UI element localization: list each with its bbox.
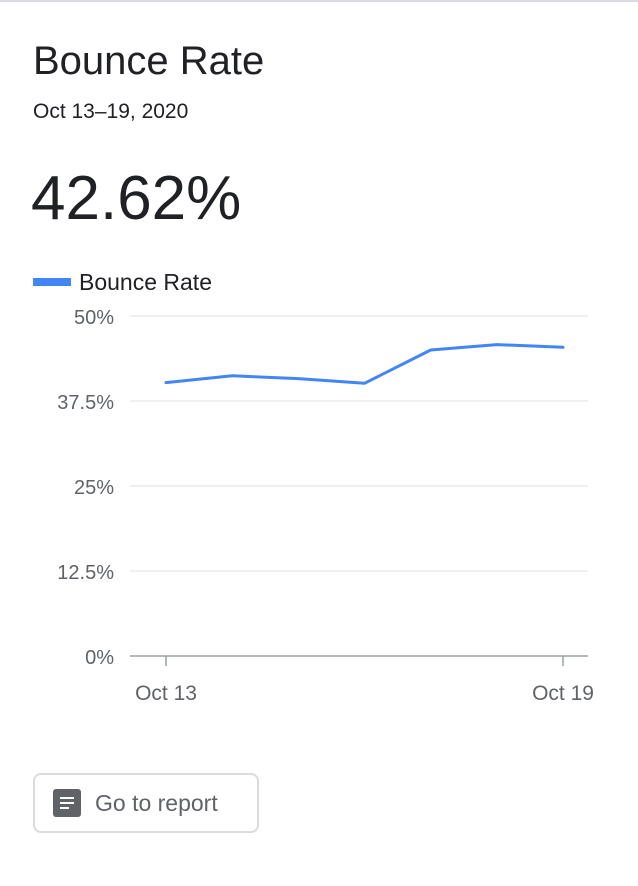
go-to-report-button[interactable]: Go to report [33, 773, 259, 833]
card-title: Bounce Rate [33, 39, 265, 83]
metric-value: 42.62% [31, 164, 242, 233]
chart-legend: Bounce Rate [33, 268, 212, 296]
date-range: Oct 13–19, 2020 [33, 100, 189, 123]
y-tick-label: 25% [74, 477, 114, 499]
legend-swatch [33, 278, 71, 286]
top-border [0, 0, 638, 2]
y-tick-label: 50% [74, 307, 114, 329]
y-tick-label: 37.5% [57, 392, 114, 414]
x-tick-label: Oct 13 [135, 682, 197, 705]
report-icon [53, 789, 81, 817]
x-tick-label: Oct 19 [532, 682, 594, 705]
series-line-bounce-rate [164, 343, 565, 385]
bounce-rate-line-chart: 0% 12.5% 25% 37.5% 50% Oct 13 Oct 19 [57, 307, 594, 705]
y-tick-label: 12.5% [57, 562, 114, 584]
y-tick-label: 0% [85, 647, 114, 669]
legend-label: Bounce Rate [79, 268, 212, 295]
go-to-report-label: Go to report [95, 789, 218, 816]
